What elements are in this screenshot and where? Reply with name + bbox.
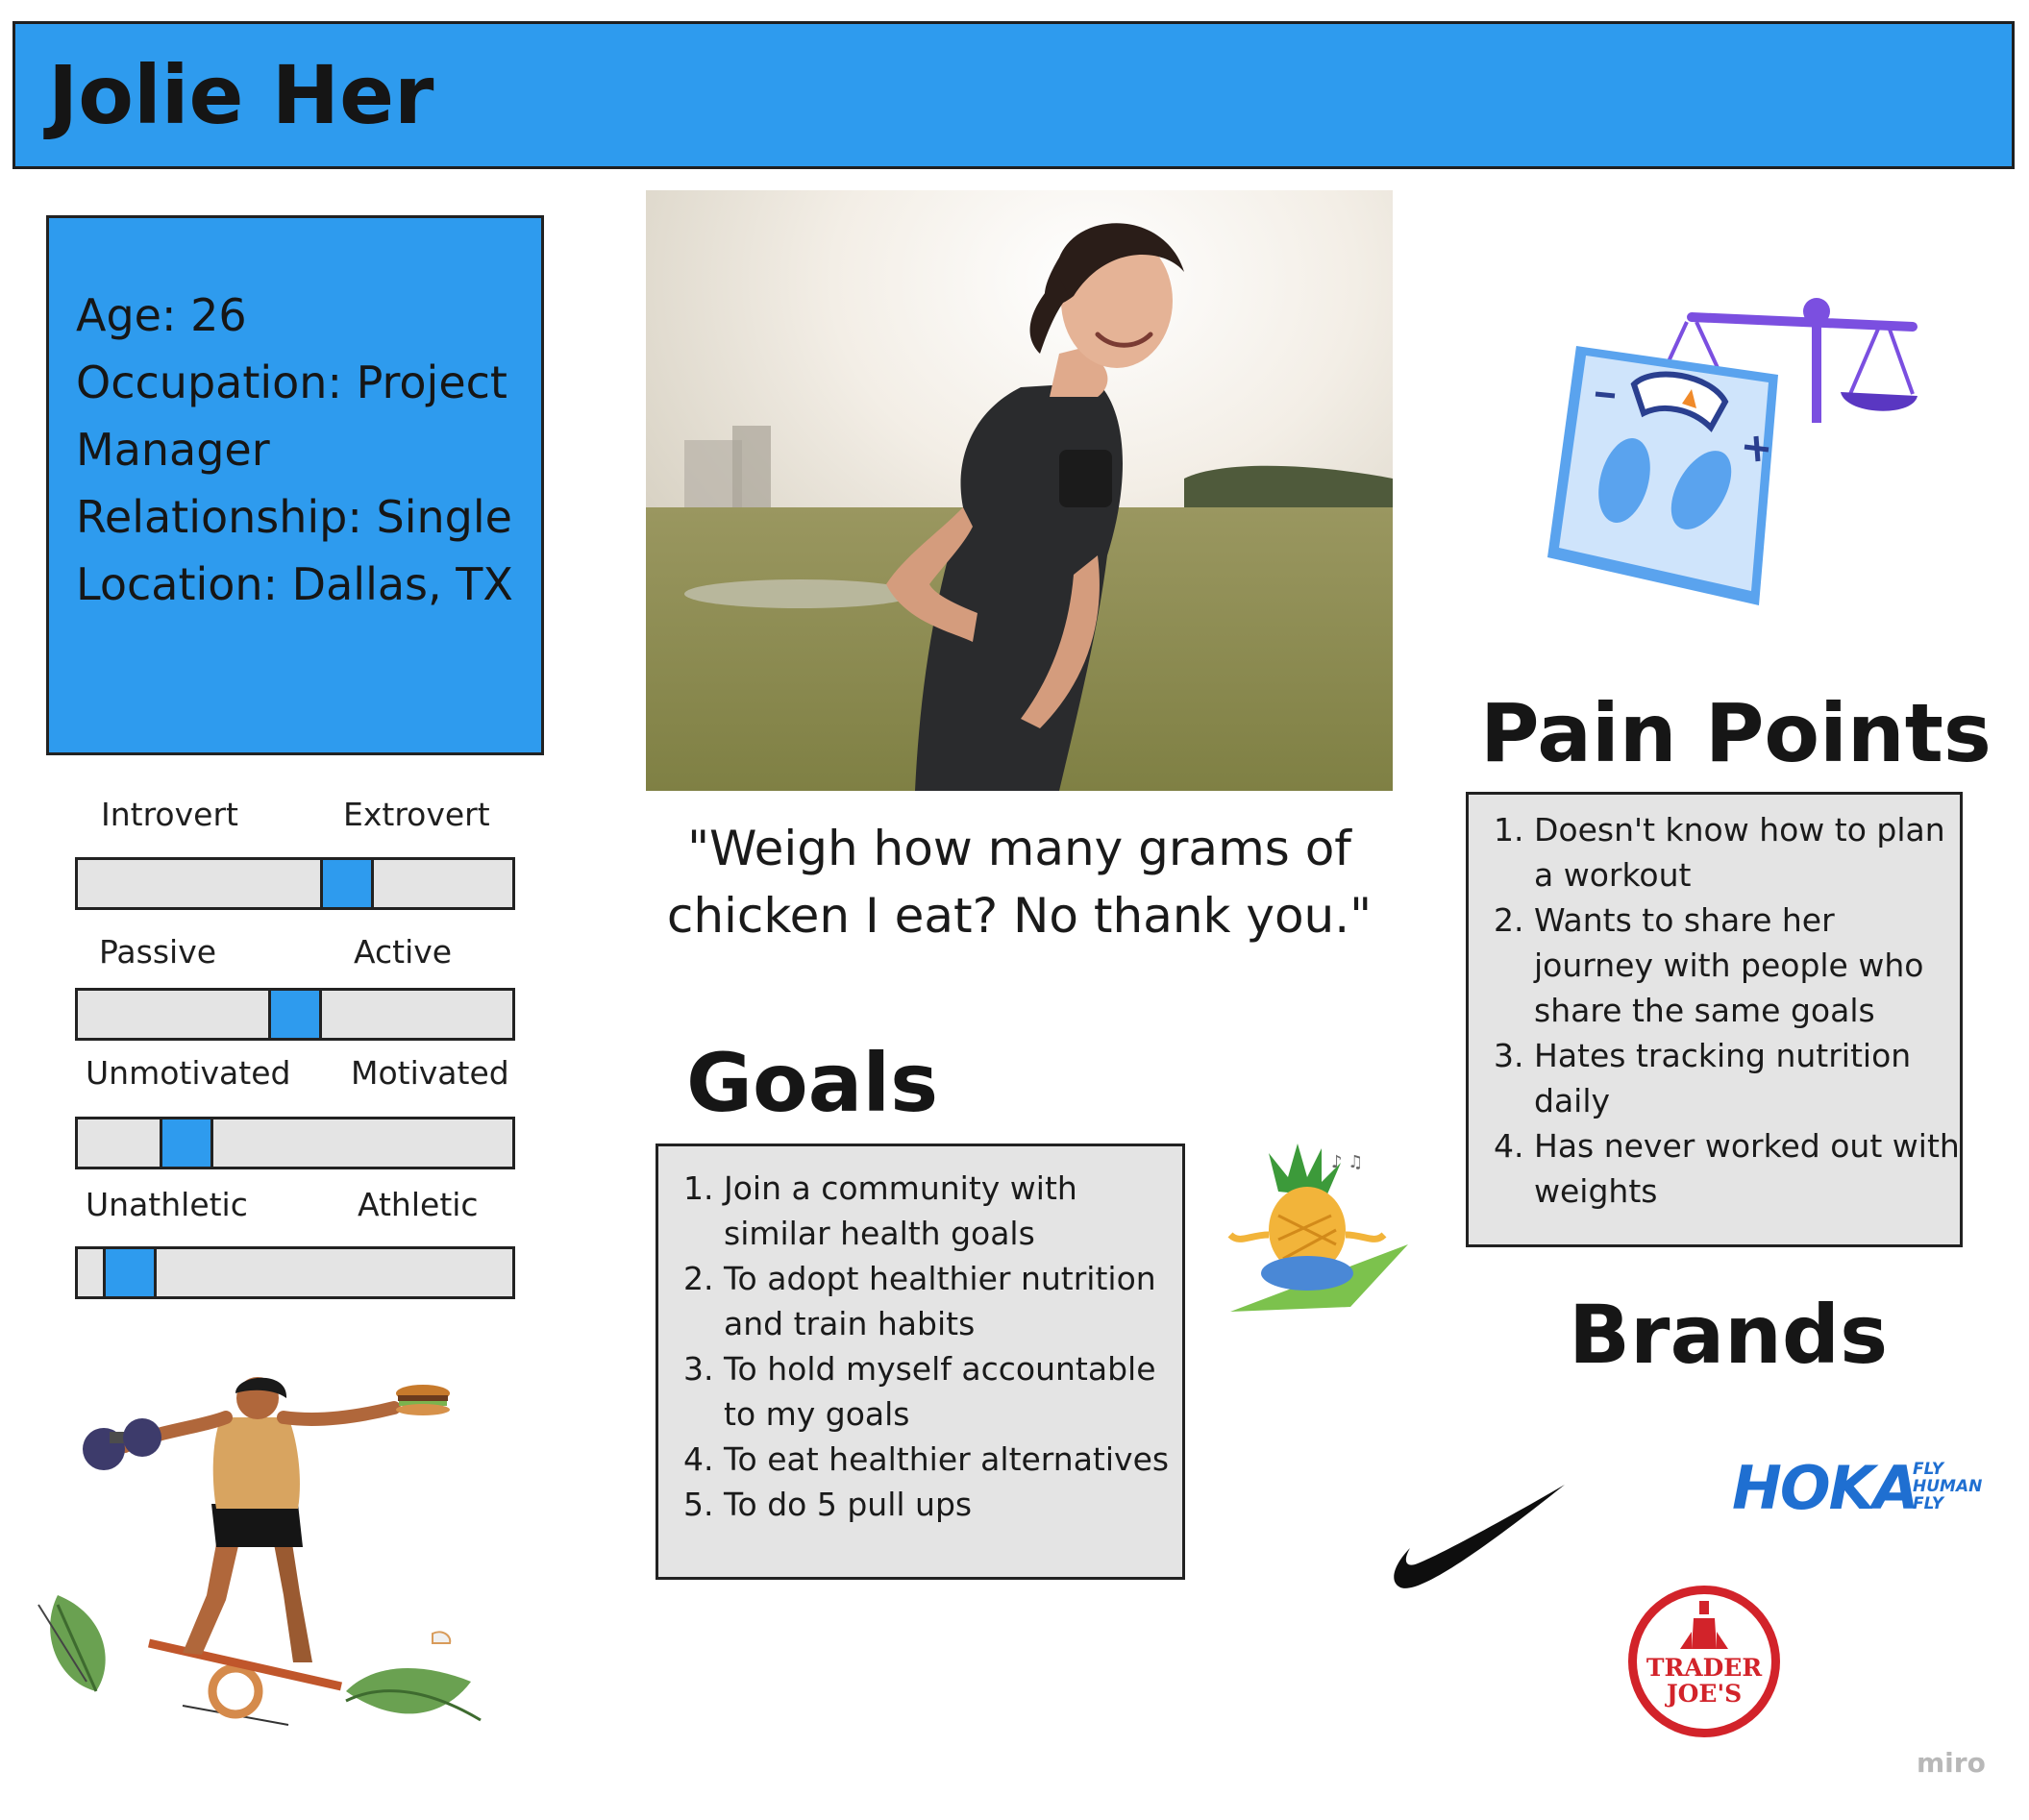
goals-heading: Goals (686, 1036, 939, 1130)
pain-points-heading: Pain Points (1480, 686, 1992, 780)
bottle-icon (1680, 1601, 1728, 1649)
profile-info-box: Age: 26 Occupation: Project Manager Rela… (46, 215, 544, 755)
profile-occupation: Occupation: Project (76, 357, 507, 408)
trait-slider-thumb (103, 1249, 158, 1296)
trait-slider-extroversion (75, 857, 515, 910)
profile-location: Location: Dallas, TX (76, 558, 513, 610)
goals-list-box: Join a community with similar health goa… (656, 1144, 1185, 1580)
header-bar: Jolie Her (12, 21, 2015, 169)
list-item: Doesn't know how to plan a workout (1534, 807, 1960, 898)
profile-relationship: Relationship: Single (76, 491, 512, 543)
trait-label-athletic: Athletic (358, 1186, 479, 1223)
quote-line: chicken I eat? No thank you." (666, 888, 1373, 944)
hoka-tagline-line: FLY (1913, 1460, 1944, 1479)
trait-label-motivated: Motivated (351, 1054, 509, 1092)
list-item: To adopt healthier nutrition and train h… (724, 1256, 1182, 1346)
list-item: Wants to share her journey with people w… (1534, 898, 1960, 1033)
hoka-tagline: FLY HUMAN FLY (1913, 1461, 1982, 1513)
goals-list: Join a community with similar health goa… (658, 1166, 1182, 1527)
trader-joes-logo: TRADER JOE'S (1628, 1586, 1780, 1737)
hoka-tagline-line: FLY (1913, 1494, 1944, 1513)
fitness-woman-illustration (37, 1377, 482, 1726)
trait-label-unathletic: Unathletic (86, 1186, 248, 1223)
trader-joes-wordmark: TRADER JOE'S (1628, 1655, 1780, 1707)
list-item: Has never worked out with weights (1534, 1123, 1960, 1214)
list-item: Hates tracking nutrition daily (1534, 1033, 1960, 1123)
pain-points-list-box: Doesn't know how to plan a workout Wants… (1466, 792, 1963, 1247)
list-item: To eat healthier alternatives (724, 1437, 1182, 1482)
trait-slider-activity (75, 988, 515, 1041)
running-woman-photo (646, 190, 1393, 791)
hoka-wordmark: HOKA (1732, 1453, 1919, 1523)
miro-watermark: miro (1917, 1747, 1986, 1779)
meditating-pineapple-icon: ♪ ♫ (1227, 1144, 1408, 1312)
trait-label-active: Active (354, 933, 453, 971)
quote-line: "Weigh how many grams of (687, 821, 1351, 876)
trait-slider-motivation (75, 1117, 515, 1169)
list-item: Join a community with similar health goa… (724, 1166, 1182, 1256)
trait-slider-thumb (160, 1119, 213, 1167)
trait-label-introvert: Introvert (101, 796, 238, 833)
persona-name: Jolie Her (48, 48, 434, 142)
hoka-logo: HOKA FLY HUMAN FLY (1732, 1453, 2001, 1523)
trait-slider-thumb (320, 860, 375, 907)
hoka-tagline-line: HUMAN (1913, 1477, 1983, 1496)
persona-photo (646, 190, 1393, 791)
svg-text:♪ ♫: ♪ ♫ (1331, 1152, 1363, 1172)
profile-age: Age: 26 (76, 289, 247, 341)
list-item: To hold myself accountable to my goals (724, 1346, 1182, 1437)
trait-slider-thumb (268, 991, 322, 1038)
trader-joes-line: TRADER (1645, 1654, 1763, 1682)
trait-label-passive: Passive (99, 933, 217, 971)
weighing-scale-icon (1547, 298, 1918, 605)
trait-slider-athleticism (75, 1246, 515, 1299)
trait-label-extrovert: Extrovert (343, 796, 490, 833)
pain-points-list: Doesn't know how to plan a workout Wants… (1469, 807, 1960, 1214)
brands-heading: Brands (1569, 1288, 1889, 1382)
trader-joes-inner-circle (1637, 1594, 1771, 1729)
nike-swoosh-logo (1394, 1485, 1565, 1588)
trader-joes-line: JOE'S (1666, 1680, 1743, 1708)
profile-occupation-cont: Manager (76, 424, 270, 476)
persona-quote: "Weigh how many grams of chicken I eat? … (646, 815, 1393, 949)
list-item: To do 5 pull ups (724, 1482, 1182, 1527)
trait-label-unmotivated: Unmotivated (86, 1054, 291, 1092)
